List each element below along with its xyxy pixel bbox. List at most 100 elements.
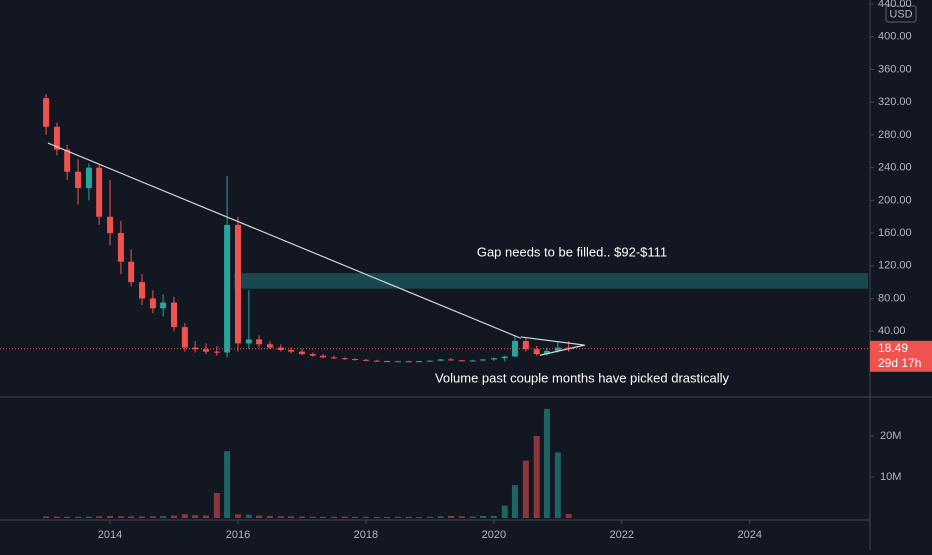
volume-bar <box>85 516 92 518</box>
volume-bar <box>224 451 231 518</box>
y-tick-label: 400.00 <box>878 31 912 43</box>
candle-body <box>234 224 241 344</box>
candle-body <box>469 360 476 362</box>
volume-bar <box>75 516 82 518</box>
candle-body <box>202 349 209 352</box>
candle-body <box>266 344 273 348</box>
y2-tick-label: 20M <box>880 430 901 442</box>
candle-body <box>139 282 146 299</box>
candle-body <box>479 359 486 361</box>
candle-body <box>277 347 284 351</box>
candle-body <box>298 351 305 355</box>
candle-body <box>352 359 359 361</box>
candle-body <box>384 361 391 363</box>
volume-bar <box>543 408 550 518</box>
unit-label: USD <box>889 8 912 20</box>
candle-body <box>160 302 167 309</box>
volume-bar <box>533 435 540 518</box>
volume-bar <box>160 516 167 518</box>
volume-bar <box>202 515 209 518</box>
y-tick-label: 120.00 <box>878 260 912 272</box>
candle-body <box>447 359 454 361</box>
candle-body <box>373 360 380 362</box>
x-tick-label: 2014 <box>98 529 122 541</box>
volume-bar <box>266 515 273 518</box>
y-tick-label: 240.00 <box>878 162 912 174</box>
y-tick-label: 80.00 <box>878 292 906 304</box>
candle-body <box>288 350 295 352</box>
candle-body <box>213 351 220 353</box>
volume-bar <box>394 516 401 518</box>
candle-body <box>522 341 529 350</box>
price-label: 18.49 <box>878 341 908 355</box>
candle-body <box>149 298 156 309</box>
candle-body <box>554 347 561 351</box>
candle-body <box>426 360 433 362</box>
volume-bar <box>256 515 263 518</box>
unit-box <box>885 5 917 23</box>
candle-body <box>405 361 412 363</box>
volume-bar <box>149 516 156 518</box>
volume-bar <box>469 516 476 518</box>
volume-bar <box>107 515 114 518</box>
volume-bar <box>298 516 305 518</box>
candle-body <box>224 224 231 353</box>
volume-bar <box>352 516 359 518</box>
volume-bar <box>128 516 135 518</box>
volume-bar <box>522 460 529 518</box>
countdown: 29d 17h <box>878 356 921 370</box>
candle-body <box>53 126 60 150</box>
candle-body <box>117 233 124 262</box>
gap-zone <box>234 273 869 289</box>
candle-body <box>511 341 518 357</box>
volume-bar <box>416 516 423 518</box>
x-tick-label: 2022 <box>610 529 634 541</box>
x-tick-label: 2020 <box>482 529 506 541</box>
y-tick-label: 360.00 <box>878 63 912 75</box>
candle-body <box>341 358 348 360</box>
volume-bar <box>330 516 337 518</box>
volume-bar <box>490 515 497 518</box>
volume-bar <box>213 492 220 518</box>
candle-body <box>437 359 444 361</box>
y2-tick-label: 10M <box>880 471 901 483</box>
volume-bar <box>405 516 412 518</box>
candle-body <box>320 355 327 358</box>
volume-bar <box>171 515 177 518</box>
candle-body <box>181 327 188 348</box>
volume-bar <box>288 516 295 518</box>
y-tick-label: 280.00 <box>878 129 912 141</box>
volume-bar <box>96 516 103 518</box>
volume-bar <box>43 516 50 518</box>
volume-bar <box>554 452 561 518</box>
price-label-box <box>870 340 932 372</box>
volume-bar <box>384 516 391 518</box>
y-tick-label: 440.00 <box>878 0 912 10</box>
volume-bar <box>309 516 316 518</box>
x-tick-label: 2024 <box>737 529 761 541</box>
candle-body <box>64 149 71 172</box>
volume-bar <box>479 515 486 518</box>
volume-bar <box>181 514 188 518</box>
y-tick-label: 40.00 <box>878 325 906 337</box>
candle-body <box>490 358 497 360</box>
volume-bar <box>341 516 348 518</box>
volume-bar <box>426 516 433 518</box>
candle-body <box>394 361 401 363</box>
volume-bar <box>192 515 199 518</box>
trendline <box>520 336 585 346</box>
trendline <box>47 142 521 339</box>
volume-bar <box>234 514 241 518</box>
volume-bar <box>437 516 444 518</box>
candle-body <box>362 359 369 361</box>
annotation: Gap needs to be filled.. $92-$111 <box>477 244 667 259</box>
annotation: Volume past couple months have picked dr… <box>435 370 730 385</box>
candle-body <box>533 349 540 355</box>
candle-body <box>85 167 92 189</box>
volume-bar <box>501 505 508 518</box>
candle-body <box>107 216 114 234</box>
volume-bar <box>362 516 369 518</box>
candle-body <box>128 261 135 283</box>
candle-body <box>416 361 423 363</box>
